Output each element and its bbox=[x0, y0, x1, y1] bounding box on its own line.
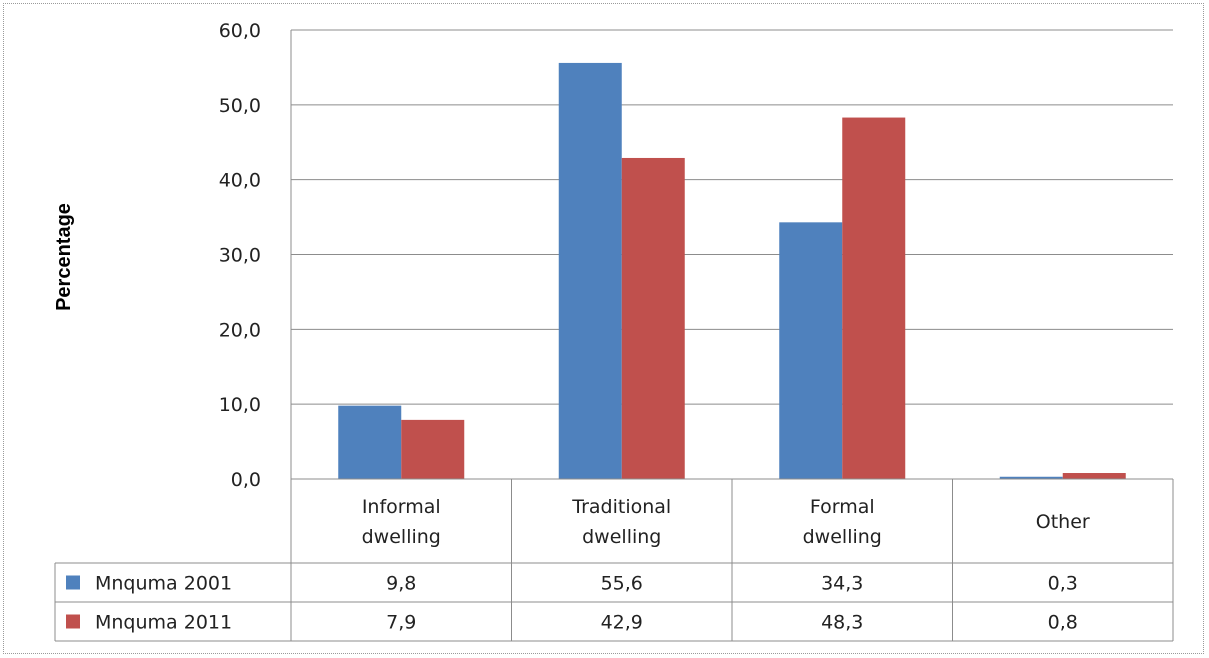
data-table-value: 55,6 bbox=[601, 573, 643, 595]
bar-mnquma-2011-2 bbox=[842, 117, 906, 480]
legend-label: Mnquma 2011 bbox=[95, 612, 232, 634]
category-label: Other bbox=[1036, 511, 1090, 533]
data-table-value: 34,3 bbox=[821, 573, 863, 595]
bar-mnquma-2001-0 bbox=[338, 405, 402, 479]
legend-swatch bbox=[66, 614, 80, 629]
data-table-value: 0,3 bbox=[1048, 573, 1078, 595]
y-tick-label: 60,0 bbox=[219, 20, 261, 42]
y-tick-label: 50,0 bbox=[219, 95, 261, 117]
legend-label: Mnquma 2001 bbox=[95, 573, 232, 595]
y-tick-label: 0,0 bbox=[231, 469, 261, 491]
bar-mnquma-2011-0 bbox=[401, 419, 465, 479]
y-tick-label: 10,0 bbox=[219, 394, 261, 416]
category-label: dwelling bbox=[582, 526, 661, 548]
category-label: dwelling bbox=[803, 526, 882, 548]
y-tick-label: 40,0 bbox=[219, 170, 261, 192]
bar-mnquma-2001-3 bbox=[999, 476, 1063, 479]
data-table-value: 48,3 bbox=[821, 612, 863, 634]
data-table-value: 0,8 bbox=[1048, 612, 1078, 634]
bar-mnquma-2011-3 bbox=[1062, 473, 1126, 479]
bar-mnquma-2011-1 bbox=[621, 157, 685, 479]
category-label: Formal bbox=[810, 496, 875, 518]
category-label: Traditional bbox=[571, 496, 671, 518]
data-table-value: 7,9 bbox=[386, 612, 416, 634]
legend-swatch bbox=[66, 575, 80, 590]
y-tick-label: 30,0 bbox=[219, 245, 261, 267]
bar-mnquma-2001-2 bbox=[779, 222, 843, 480]
y-tick-label: 20,0 bbox=[219, 319, 261, 341]
data-table-value: 42,9 bbox=[601, 612, 643, 634]
y-axis-label: Percentage bbox=[53, 203, 75, 311]
data-table-value: 9,8 bbox=[386, 573, 416, 595]
category-label: Informal bbox=[362, 496, 441, 518]
category-label: dwelling bbox=[362, 526, 441, 548]
bar-mnquma-2001-1 bbox=[558, 62, 622, 479]
